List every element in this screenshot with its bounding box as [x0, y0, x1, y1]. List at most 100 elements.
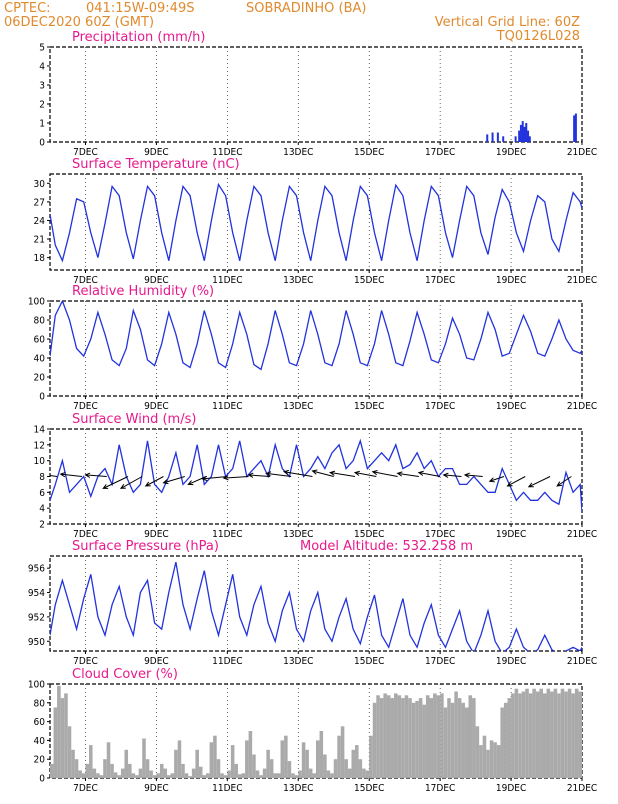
- bar: [578, 691, 582, 778]
- x-tick-label: 15DEC: [354, 275, 384, 286]
- y-tick-label: 2: [39, 520, 45, 531]
- bar: [188, 776, 192, 778]
- bar: [57, 685, 61, 778]
- bar: [553, 688, 558, 778]
- x-tick-label: 13DEC: [283, 529, 313, 540]
- bar: [362, 768, 366, 778]
- bar: [523, 126, 526, 142]
- series-line-pres: [50, 561, 582, 651]
- bar: [96, 773, 100, 778]
- x-tick-label: 13DEC: [283, 783, 313, 794]
- bar: [532, 688, 536, 778]
- plot-frame: [49, 555, 583, 652]
- bar: [408, 698, 412, 778]
- x-tick-label: 11DEC: [212, 401, 242, 412]
- bar: [284, 735, 288, 778]
- x-tick-label: 17DEC: [425, 147, 455, 158]
- wind-vector: [282, 469, 313, 477]
- x-tick-label: 15DEC: [354, 529, 384, 540]
- bar: [521, 691, 526, 778]
- header: CPTEC: 041:15W-09:49S SOBRADINHO (BA) 06…: [4, 1, 580, 44]
- wind-vector: [442, 472, 462, 478]
- x-tick-label: 13DEC: [283, 656, 313, 667]
- bar: [479, 745, 483, 778]
- bar: [174, 749, 178, 778]
- plot-frame: [49, 46, 583, 143]
- bar: [486, 134, 489, 142]
- bar: [316, 740, 320, 778]
- x-tick-label: 13DEC: [283, 147, 313, 158]
- bar: [525, 688, 529, 778]
- plot-frame: [49, 428, 583, 525]
- plot-frame: [49, 173, 583, 271]
- bar: [422, 704, 426, 778]
- bar: [181, 763, 185, 778]
- bar: [496, 132, 499, 142]
- bar: [525, 123, 528, 142]
- y-tick-label: 12: [34, 440, 45, 451]
- y-tick-label: 20: [34, 373, 46, 384]
- bar: [216, 759, 221, 778]
- x-tick-label: 9DEC: [144, 656, 169, 667]
- wind-vector: [396, 471, 419, 477]
- y-tick-label: 3: [39, 81, 45, 92]
- bar: [159, 763, 164, 778]
- x-tick-label: 21DEC: [567, 275, 597, 286]
- y-tick-label: 21: [34, 235, 45, 246]
- bar: [351, 749, 356, 778]
- x-tick-label: 9DEC: [144, 275, 169, 286]
- bar: [383, 693, 387, 778]
- panel-pres: Surface Pressure (hPa) Model Altitude: 53…: [28, 539, 597, 667]
- bar: [220, 773, 224, 778]
- wind-vector: [144, 476, 164, 487]
- x-tick-label: 9DEC: [144, 783, 169, 794]
- bar: [269, 759, 274, 778]
- panel-title: Relative Humidity (%): [72, 284, 214, 299]
- bar: [120, 768, 125, 778]
- wind-vector: [247, 472, 270, 478]
- header-grid-note: Vertical Grid Line: 60Z: [435, 15, 580, 30]
- bar: [358, 759, 363, 778]
- x-tick-label: 19DEC: [496, 656, 526, 667]
- bar: [333, 759, 338, 778]
- bar: [305, 749, 309, 778]
- plot-area: [50, 438, 582, 513]
- y-tick-label: 4: [39, 62, 45, 73]
- bar: [347, 768, 352, 778]
- bar: [213, 735, 217, 778]
- bar: [202, 775, 207, 778]
- series-line-temp: [50, 182, 582, 263]
- x-tick-label: 17DEC: [425, 783, 455, 794]
- bar: [468, 695, 473, 778]
- y-tick-label: 27: [34, 197, 45, 208]
- bar: [496, 745, 501, 778]
- x-tick-label: 21DEC: [567, 656, 597, 667]
- x-tick-label: 11DEC: [212, 656, 242, 667]
- plot-area: [486, 113, 577, 142]
- bar: [521, 121, 524, 142]
- bar: [209, 742, 214, 778]
- bar: [518, 130, 521, 142]
- bar: [85, 763, 90, 778]
- bar: [67, 726, 72, 778]
- bar: [291, 773, 295, 778]
- bar: [106, 742, 111, 778]
- bar: [230, 745, 235, 778]
- bar: [390, 698, 395, 778]
- bar: [440, 693, 444, 778]
- x-tick-label: 9DEC: [144, 529, 169, 540]
- bar: [152, 775, 157, 778]
- x-tick-label: 19DEC: [496, 275, 526, 286]
- wind-vector: [59, 471, 82, 478]
- bar: [280, 740, 285, 778]
- bar: [493, 742, 497, 778]
- x-tick-label: 19DEC: [496, 401, 526, 412]
- bar: [340, 726, 345, 778]
- x-tick-label: 21DEC: [567, 783, 597, 794]
- wind-vector: [311, 469, 334, 477]
- wind-vector: [556, 476, 572, 487]
- bar: [404, 695, 409, 778]
- header-code: TQ0126L028: [496, 29, 580, 44]
- panel-precip: Precipitation (mm/h) 0 1 2 3 4 5 7DEC 9DEC 11DEC 1…: [39, 30, 597, 158]
